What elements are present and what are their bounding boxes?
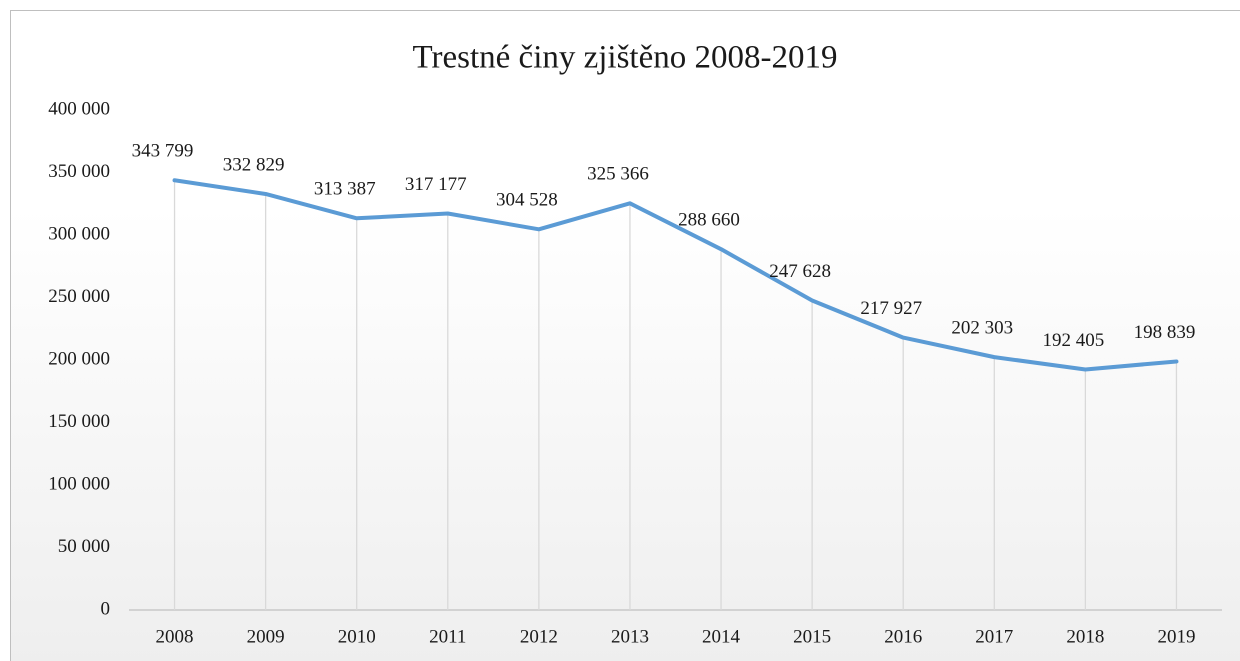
data-label: 217 927 <box>860 298 922 319</box>
y-tick-label: 200 000 <box>48 348 110 369</box>
y-tick-label: 300 000 <box>48 223 110 244</box>
y-tick-label: 0 <box>101 598 111 619</box>
x-tick-label: 2013 <box>611 626 649 647</box>
chart-title: Trestné činy zjištěno 2008-2019 <box>413 40 838 76</box>
x-tick-label: 2017 <box>975 626 1013 647</box>
data-label: 313 387 <box>314 179 376 200</box>
x-tick-label: 2019 <box>1157 626 1195 647</box>
data-label: 202 303 <box>951 317 1013 338</box>
data-label: 192 405 <box>1043 330 1105 351</box>
data-label: 304 528 <box>496 190 558 211</box>
data-label: 288 660 <box>678 210 740 231</box>
line <box>172 178 1179 372</box>
x-tick-label: 2011 <box>429 626 466 647</box>
x-tick-label: 2012 <box>520 626 558 647</box>
y-tick-label: 150 000 <box>48 411 110 432</box>
y-tick-label: 350 000 <box>48 161 110 182</box>
y-tick-label: 250 000 <box>48 286 110 307</box>
data-label: 343 799 <box>132 141 194 162</box>
data-label: 247 628 <box>769 261 831 282</box>
data-label: 317 177 <box>405 174 467 195</box>
data-label: 332 829 <box>223 154 285 175</box>
x-tick-label: 2014 <box>702 626 741 647</box>
y-tick-label: 400 000 <box>48 98 110 119</box>
x-tick-label: 2009 <box>247 626 285 647</box>
data-label: 325 366 <box>587 164 649 185</box>
chart-frame <box>10 10 1240 661</box>
y-tick-label: 50 000 <box>58 536 110 557</box>
x-tick-label: 2018 <box>1066 626 1104 647</box>
y-tick-label: 100 000 <box>48 473 110 494</box>
x-tick-label: 2010 <box>338 626 376 647</box>
x-tick-label: 2015 <box>793 626 831 647</box>
x-tick-label: 2016 <box>884 626 922 647</box>
x-tick-label: 2008 <box>156 626 194 647</box>
data-label: 198 839 <box>1134 322 1196 343</box>
